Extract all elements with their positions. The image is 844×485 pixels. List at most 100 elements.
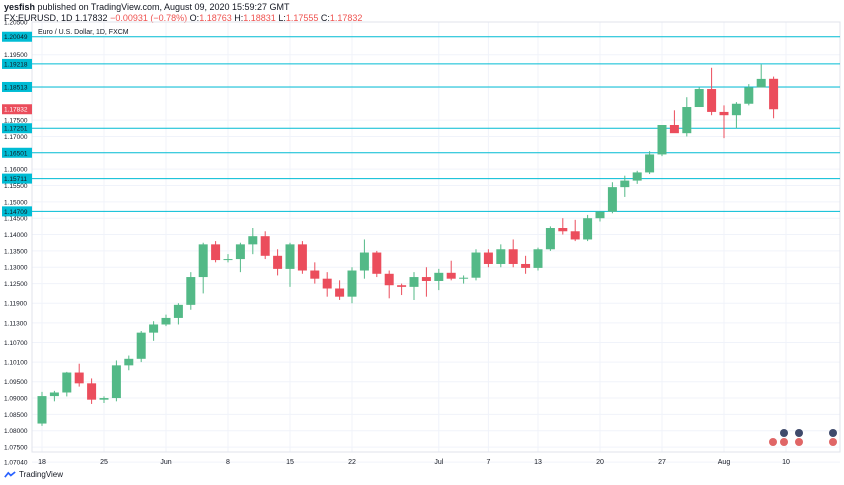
y-tick-label: 1.07500: [4, 445, 28, 452]
ohlc-line: FX:EURUSD, 1D 1.17832 −0.00931 (−0.78%) …: [4, 13, 362, 23]
candle-body: [719, 111, 729, 116]
candle-up: [161, 314, 171, 327]
event-dot[interactable]: [780, 429, 788, 437]
x-tick-label: 7: [486, 459, 490, 466]
candle-up: [99, 396, 109, 403]
y-tick-label: 1.14500: [4, 216, 28, 223]
horizontal-levels: [32, 36, 840, 212]
candle-down: [508, 239, 518, 268]
flag-icon[interactable]: [769, 438, 777, 446]
candle-body: [124, 358, 134, 366]
candle-up: [409, 272, 419, 300]
candle-body: [235, 244, 245, 260]
candle-down: [521, 255, 531, 274]
candle-up: [359, 239, 369, 279]
flag-icon[interactable]: [795, 438, 803, 446]
candle-down: [558, 218, 568, 235]
candle-body: [632, 172, 642, 181]
candle-down: [211, 241, 221, 263]
low-label: L:: [278, 13, 286, 23]
candle-body: [99, 398, 109, 400]
candle-body: [74, 372, 84, 384]
candle-body: [471, 252, 481, 278]
flag-icon[interactable]: [829, 438, 837, 446]
plot-frame: [31, 21, 841, 453]
tradingview-logo-icon: [4, 470, 16, 478]
candle-up: [37, 391, 47, 426]
candle-up: [223, 254, 233, 263]
candle-down: [397, 283, 407, 296]
candle-down: [446, 260, 456, 281]
candle-body: [669, 125, 679, 134]
candle-body: [769, 78, 779, 110]
candle-body: [694, 89, 704, 108]
candle-up: [248, 228, 258, 255]
event-dot[interactable]: [829, 429, 837, 437]
candle-up: [694, 87, 704, 108]
author-name[interactable]: yesfish: [4, 2, 36, 12]
candle-body: [731, 103, 741, 116]
y-tick-label: 1.09000: [4, 396, 28, 403]
candles: [37, 64, 779, 426]
candle-up: [62, 371, 72, 397]
candle-body: [260, 236, 270, 256]
candle-body: [496, 249, 506, 264]
level-label: 1.18513: [4, 84, 28, 91]
candle-body: [521, 263, 531, 268]
candle-body: [459, 277, 469, 279]
candle-body: [682, 107, 692, 134]
level-label: 1.17251: [4, 126, 28, 133]
candle-body: [335, 288, 345, 297]
candle-down: [297, 241, 307, 274]
candle-body: [533, 249, 543, 268]
candle-body: [223, 259, 233, 261]
candle-up: [471, 249, 481, 281]
x-tick-label: Jun: [160, 459, 171, 466]
level-tag: [2, 206, 32, 217]
candle-up: [173, 303, 183, 325]
candle-body: [310, 270, 320, 279]
event-markers[interactable]: [769, 429, 837, 446]
y-tick-label: 1.10100: [4, 360, 28, 367]
level-tag: [2, 81, 32, 92]
level-tag: [2, 173, 32, 184]
candle-body: [483, 252, 493, 264]
candle-body: [372, 252, 382, 274]
candle-down: [384, 270, 394, 299]
candle-down: [335, 280, 345, 300]
time-axis[interactable]: 18 25 Jun 8 15 22 Jul 7 13 20 27 Aug 10: [38, 459, 790, 466]
grid-lines: [32, 21, 840, 463]
candle-down: [74, 363, 84, 387]
x-tick-label: 10: [782, 459, 790, 466]
candle-down: [322, 272, 332, 297]
candle-body: [49, 392, 59, 397]
candle-up: [533, 247, 543, 271]
candle-down: [87, 378, 97, 404]
level-label: 1.20049: [4, 34, 28, 41]
x-tick-label: 13: [534, 459, 542, 466]
candle-down: [769, 76, 779, 119]
candle-body: [645, 154, 655, 173]
low-value: 1.17555: [285, 13, 319, 23]
open-label: O:: [189, 13, 200, 23]
candle-body: [149, 324, 159, 333]
candle-up: [49, 390, 59, 402]
event-dot[interactable]: [795, 429, 803, 437]
candle-up: [744, 84, 754, 106]
candle-body: [87, 383, 97, 400]
symbol-label: FX:EURUSD, 1D: [4, 13, 73, 23]
x-tick-label: Aug: [718, 459, 731, 466]
candle-down: [669, 110, 679, 134]
candle-body: [620, 180, 630, 188]
y-tick-label: 1.08500: [4, 412, 28, 419]
candle-body: [173, 304, 183, 318]
flag-icon[interactable]: [780, 438, 788, 446]
candle-body: [707, 89, 717, 112]
open-value: 1.18763: [199, 13, 232, 23]
y-tick-label: 1.15500: [4, 183, 28, 190]
x-tick-label: 18: [38, 459, 46, 466]
candle-up: [496, 244, 506, 268]
y-tick-label: 1.09500: [4, 379, 28, 386]
candle-body: [508, 249, 518, 264]
